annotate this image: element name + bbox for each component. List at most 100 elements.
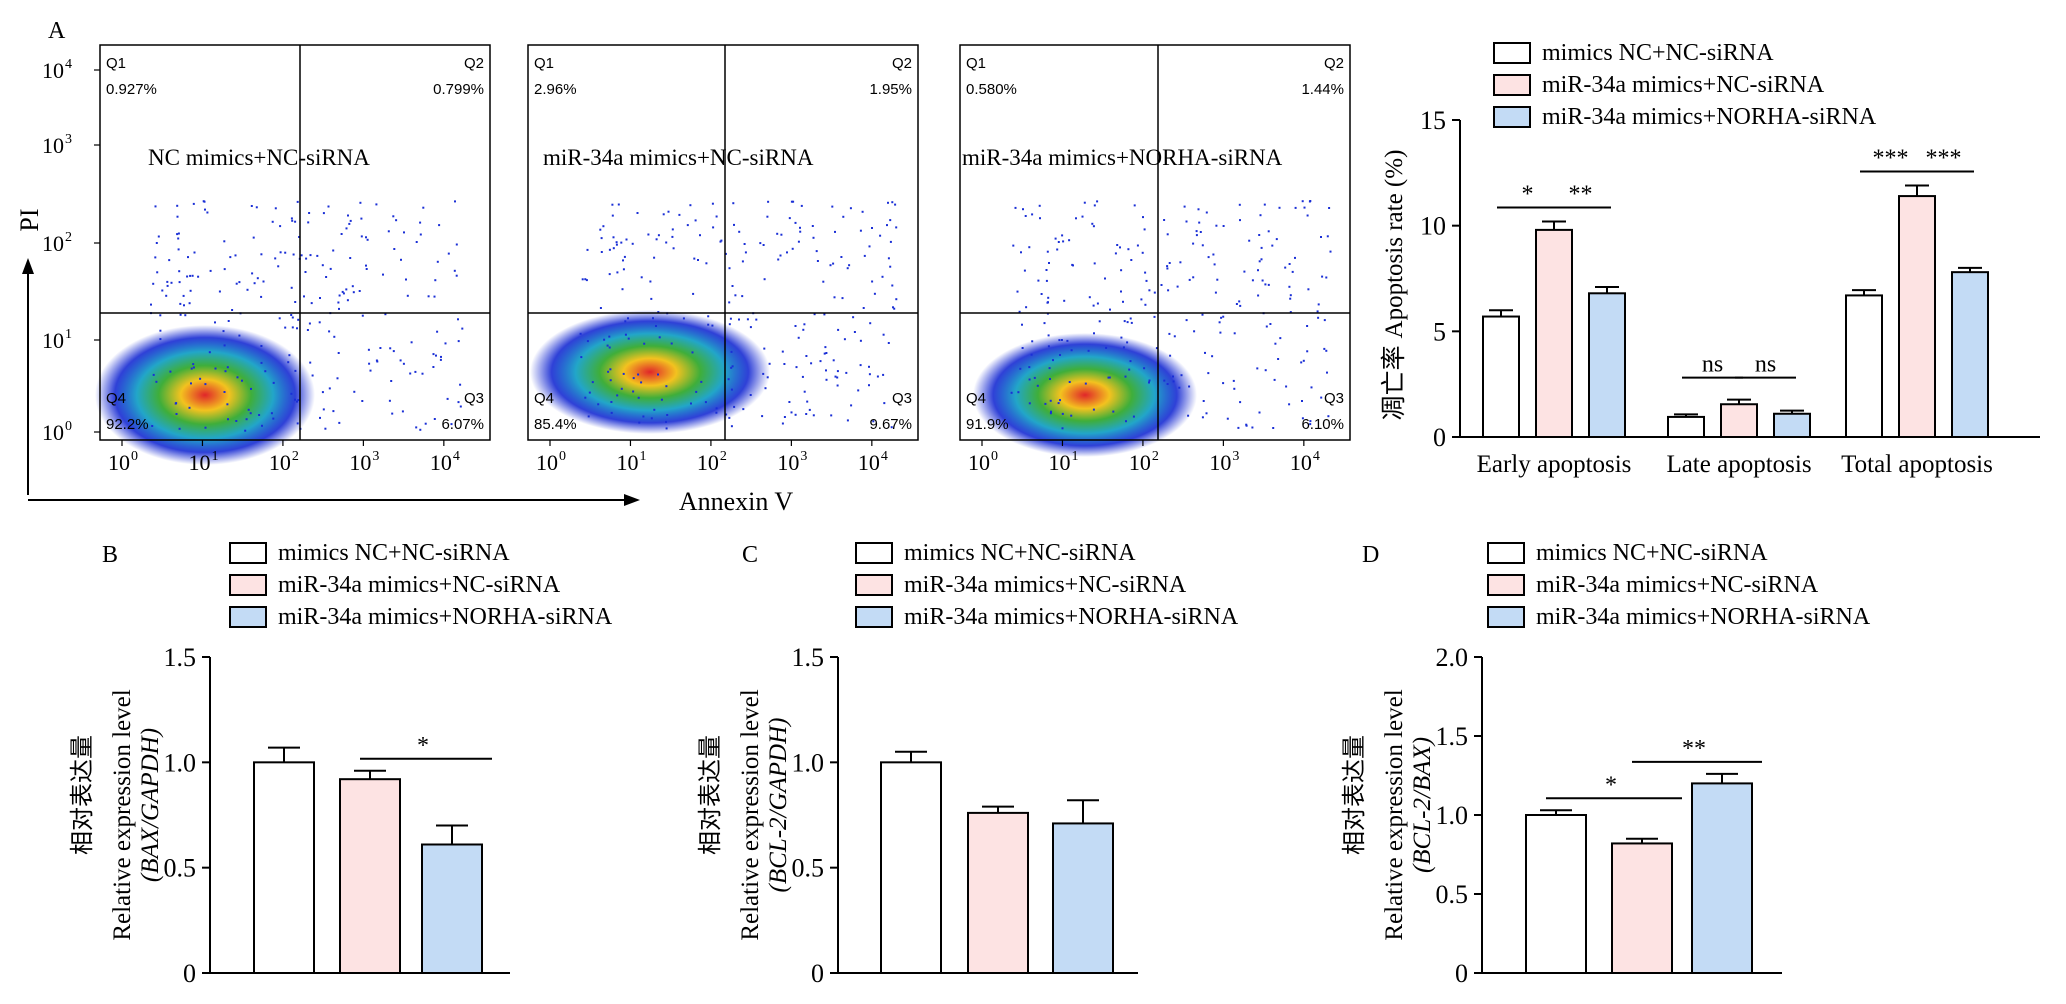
event-dot <box>296 327 298 330</box>
event-dot <box>842 215 845 218</box>
event-dot <box>290 286 293 289</box>
event-dot <box>1212 253 1215 256</box>
event-dot <box>794 325 797 327</box>
event-dot <box>871 227 873 229</box>
event-dot <box>830 414 833 417</box>
event-dot <box>850 404 853 407</box>
event-dot <box>1323 347 1326 350</box>
event-dot <box>415 241 418 243</box>
x-category-label: Total apoptosis <box>1841 451 1993 478</box>
event-dot <box>310 302 313 305</box>
y-tick-label: 100 <box>42 419 72 445</box>
event-dot <box>859 339 862 342</box>
event-dot <box>766 215 769 218</box>
event-dot <box>1188 385 1191 388</box>
event-dot <box>349 219 352 222</box>
event-dot <box>670 342 673 345</box>
event-dot <box>1185 319 1188 322</box>
event-dot <box>284 251 287 254</box>
event-dot <box>400 258 402 261</box>
event-dot <box>337 352 340 354</box>
x-tick-label: 102 <box>697 449 727 475</box>
event-dot <box>191 274 194 277</box>
event-dot <box>657 234 660 237</box>
event-dot <box>1052 359 1054 362</box>
event-dot <box>1300 361 1303 364</box>
event-dot <box>588 391 591 394</box>
event-dot <box>666 414 669 416</box>
event-dot <box>294 220 297 223</box>
event-dot <box>1012 244 1015 247</box>
event-dot <box>338 421 341 424</box>
quadrant-percent-q3: 9.67% <box>869 416 912 433</box>
legend-swatch <box>1487 606 1525 628</box>
event-dot <box>199 377 202 380</box>
event-dot <box>1166 267 1169 270</box>
legend-label: miR-34a mimics+NORHA-siRNA <box>1536 604 1871 630</box>
event-dot <box>1277 358 1280 360</box>
significance-label: ns <box>1755 352 1776 378</box>
event-dot <box>584 278 587 281</box>
event-dot <box>1260 258 1263 261</box>
event-dot <box>192 202 195 205</box>
event-dot <box>1083 201 1086 204</box>
bar <box>1588 292 1626 438</box>
event-dot <box>624 333 627 336</box>
event-dot <box>177 232 180 235</box>
event-dot <box>1301 400 1303 402</box>
event-dot <box>733 405 736 408</box>
event-dot <box>1021 323 1023 326</box>
event-dot <box>440 355 442 358</box>
event-dot <box>1288 285 1291 288</box>
event-dot <box>223 391 226 393</box>
event-dot <box>311 374 314 377</box>
event-dot <box>1222 382 1225 385</box>
event-dot <box>872 420 875 423</box>
event-dot <box>454 200 456 203</box>
event-dot <box>689 204 692 207</box>
event-dot <box>405 278 407 281</box>
event-dot <box>776 232 779 235</box>
event-dot <box>155 380 158 383</box>
y-tick-label: 1.0 <box>1436 801 1469 830</box>
event-dot <box>662 213 665 216</box>
event-dot <box>1257 294 1260 297</box>
event-dot <box>603 338 606 341</box>
event-dot <box>1173 335 1176 338</box>
event-dot <box>1081 215 1084 218</box>
event-dot <box>284 326 287 329</box>
event-dot <box>298 236 301 238</box>
event-dot <box>728 416 731 419</box>
event-dot <box>599 228 602 231</box>
event-dot <box>1302 359 1305 362</box>
event-dot <box>1092 408 1095 411</box>
event-dot <box>159 338 162 341</box>
event-dot <box>1037 279 1040 282</box>
legend-label: miR-34a mimics+NC-siRNA <box>1536 572 1819 598</box>
event-dot <box>762 372 765 375</box>
event-dot <box>154 256 157 259</box>
event-dot <box>159 314 162 317</box>
event-dot <box>616 394 619 397</box>
event-dot <box>585 279 588 282</box>
event-dot <box>606 344 609 347</box>
event-dot <box>1045 269 1048 271</box>
event-dot <box>291 219 294 222</box>
pi-axis-arrowhead <box>22 258 34 274</box>
event-dot <box>731 365 734 368</box>
event-dot <box>881 275 884 278</box>
event-dot <box>1014 206 1017 209</box>
event-dot <box>695 390 698 393</box>
x-tick-label: 103 <box>1209 449 1239 475</box>
event-dot <box>359 201 362 204</box>
event-dot <box>152 282 155 285</box>
event-dot <box>1049 378 1051 380</box>
event-dot <box>1207 372 1210 375</box>
event-dot <box>790 411 793 414</box>
event-dot <box>857 389 860 392</box>
panel-label-d: D <box>1362 542 1379 568</box>
event-dot <box>825 378 828 381</box>
event-dot <box>868 365 870 368</box>
event-dot <box>188 302 191 305</box>
event-dot <box>846 419 849 422</box>
